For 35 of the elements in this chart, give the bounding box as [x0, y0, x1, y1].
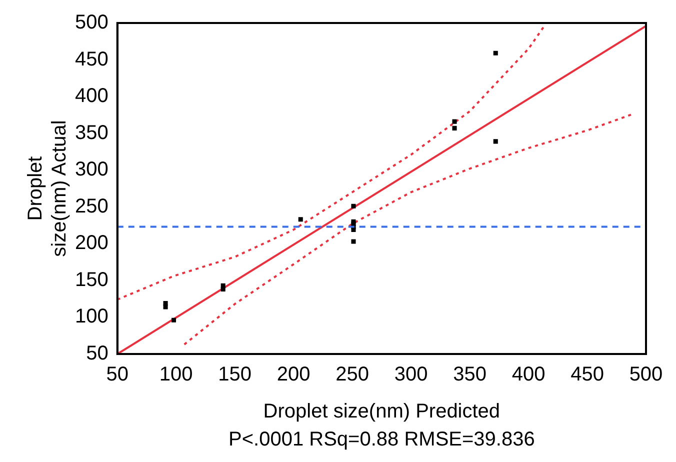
point: [452, 119, 457, 124]
x-tick-label: 500: [629, 364, 663, 386]
y-tick-label: 100: [74, 306, 108, 328]
point: [493, 50, 498, 56]
y-tick-label: 250: [74, 195, 108, 218]
point: [171, 318, 176, 322]
point: [163, 304, 168, 310]
y-tick-label: 200: [74, 232, 108, 254]
y-tick-label: 50: [86, 342, 108, 365]
x-tick-label: 300: [394, 364, 428, 386]
y-tick-label: 400: [74, 85, 108, 108]
x-tick-label: 350: [453, 364, 486, 386]
point: [220, 287, 226, 292]
x-tick-label: 100: [159, 364, 193, 386]
y-tick-label: 150: [74, 268, 108, 291]
x-tick-label: 250: [336, 364, 370, 386]
x-tick-label: 150: [218, 364, 252, 386]
point: [351, 204, 356, 208]
y-tick-label: 500: [74, 12, 108, 34]
point: [298, 217, 303, 222]
y-tick-label: 450: [74, 48, 108, 70]
point: [452, 126, 457, 130]
x-tick-label: 400: [512, 364, 546, 386]
point: [493, 139, 498, 144]
x-tick-label: 200: [276, 364, 310, 386]
text: P<.0001 RSq=0.88 RMSE=39.836: [228, 428, 535, 451]
y-tick-label: 300: [74, 158, 108, 181]
point: [351, 239, 356, 244]
x-axis-title: Droplet size(nm) Predicted: [263, 400, 500, 423]
y-tick-label: 350: [74, 122, 108, 144]
y-axis-title: Droplet size(nm) Actual: [24, 120, 71, 257]
line-series: [117, 26, 545, 301]
x-tick-label: 450: [570, 364, 604, 386]
point: [351, 227, 356, 232]
x-tick-label: 50: [106, 364, 128, 386]
